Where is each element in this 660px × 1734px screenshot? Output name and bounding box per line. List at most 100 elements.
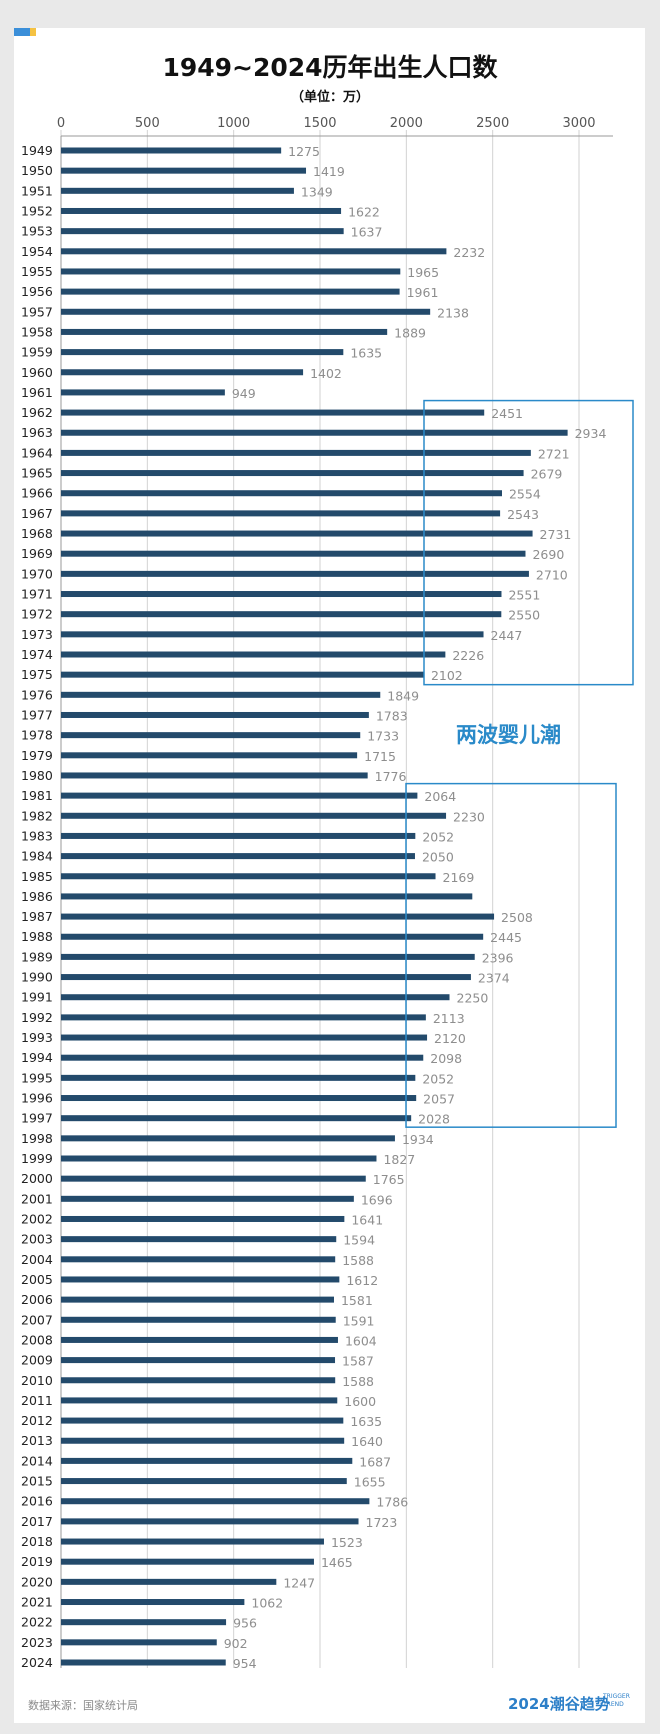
bar <box>61 1599 245 1606</box>
data-label: 1765 <box>373 1172 405 1187</box>
data-label: 2113 <box>433 1011 465 1026</box>
bar <box>61 953 475 960</box>
bar <box>61 832 416 839</box>
bar <box>61 1095 417 1102</box>
data-label: 2230 <box>453 809 485 824</box>
y-tick-label: 2001 <box>21 1191 53 1206</box>
bar <box>61 1215 345 1222</box>
bar <box>61 1336 338 1343</box>
data-label: 1640 <box>351 1434 383 1449</box>
bar <box>61 671 424 678</box>
y-tick-label: 1957 <box>21 304 53 319</box>
y-tick-label: 1977 <box>21 707 53 722</box>
data-label: 902 <box>224 1636 248 1651</box>
y-tick-label: 1989 <box>21 949 53 964</box>
data-label: 1889 <box>394 325 426 340</box>
data-label: 2102 <box>431 668 463 683</box>
bar <box>61 853 415 860</box>
data-label: 1641 <box>351 1212 383 1227</box>
bar <box>61 1518 359 1525</box>
annotation-box-2 <box>405 782 617 1128</box>
data-label: 1827 <box>383 1152 415 1167</box>
y-tick-label: 1969 <box>21 546 53 561</box>
data-label: 1587 <box>342 1354 374 1369</box>
y-tick-label: 2023 <box>21 1635 53 1650</box>
data-label: 2550 <box>508 608 540 623</box>
bar <box>61 570 529 577</box>
y-tick-label: 1953 <box>21 224 53 239</box>
data-label: 1776 <box>375 769 407 784</box>
y-tick-label: 1994 <box>21 1050 53 1065</box>
y-tick-label: 2002 <box>21 1211 53 1226</box>
bar <box>61 349 344 356</box>
data-label: 1062 <box>251 1596 283 1611</box>
bar <box>61 1195 354 1202</box>
y-tick-label: 1958 <box>21 324 53 339</box>
data-label: 2052 <box>422 829 454 844</box>
y-tick-label: 1961 <box>21 385 53 400</box>
data-label: 1687 <box>359 1454 391 1469</box>
data-label: 2028 <box>418 1112 450 1127</box>
data-label: 1600 <box>344 1394 376 1409</box>
data-label: 2052 <box>422 1071 454 1086</box>
data-label: 2690 <box>532 547 564 562</box>
y-tick-label: 1956 <box>21 284 53 299</box>
bar <box>61 1478 347 1485</box>
data-label: 1783 <box>376 708 408 723</box>
data-label: 2447 <box>491 628 523 643</box>
bar <box>61 369 304 376</box>
bar <box>61 1155 377 1162</box>
y-tick-label: 1971 <box>21 587 53 602</box>
y-tick-label: 2005 <box>21 1272 53 1287</box>
data-label: 2451 <box>491 406 523 421</box>
bar <box>61 308 431 315</box>
y-tick-label: 2009 <box>21 1353 53 1368</box>
bar <box>61 591 502 598</box>
x-tick-label: 1500 <box>303 116 336 131</box>
y-tick-label: 1987 <box>21 909 53 924</box>
bar <box>61 1054 424 1061</box>
bar <box>61 449 531 456</box>
y-tick-label: 1992 <box>21 1010 53 1025</box>
bar <box>61 288 400 295</box>
bar <box>61 1377 336 1384</box>
bar <box>61 187 294 194</box>
x-tick-label: 500 <box>135 116 160 131</box>
bar <box>61 1498 370 1505</box>
y-tick-label: 2022 <box>21 1615 53 1630</box>
bar <box>61 167 307 174</box>
bar <box>61 1417 344 1424</box>
bar <box>61 429 568 436</box>
data-label: 949 <box>232 386 256 401</box>
y-tick-label: 1974 <box>21 647 53 662</box>
bar <box>61 550 526 557</box>
y-tick-label: 1973 <box>21 627 53 642</box>
bar <box>61 913 495 920</box>
bar <box>61 1538 324 1545</box>
y-tick-label: 1978 <box>21 728 53 743</box>
chart-subtitle: （单位：万） <box>290 90 369 105</box>
y-tick-label: 2024 <box>21 1655 53 1670</box>
y-tick-label: 2010 <box>21 1373 53 1388</box>
y-tick-label: 2011 <box>21 1393 53 1408</box>
data-label: 1588 <box>342 1374 374 1389</box>
y-tick-label: 2007 <box>21 1312 53 1327</box>
bar <box>61 147 282 154</box>
data-label: 1594 <box>343 1233 375 1248</box>
data-label: 2554 <box>509 487 541 502</box>
data-label: 2138 <box>437 305 469 320</box>
y-tick-label: 1952 <box>21 203 53 218</box>
y-tick-label: 2008 <box>21 1332 53 1347</box>
data-label: 2120 <box>434 1031 466 1046</box>
data-label: 1635 <box>350 346 382 361</box>
bar <box>61 631 484 638</box>
annotation-label: 两波婴儿潮 <box>456 723 561 747</box>
x-tick-label: 0 <box>57 116 65 131</box>
bar <box>61 1296 334 1303</box>
y-tick-label: 1984 <box>21 849 53 864</box>
data-label: 1961 <box>407 285 439 300</box>
y-tick-label: 1968 <box>21 526 53 541</box>
data-label: 1604 <box>345 1333 377 1348</box>
data-label: 1275 <box>288 144 320 159</box>
y-tick-label: 2016 <box>21 1494 53 1509</box>
